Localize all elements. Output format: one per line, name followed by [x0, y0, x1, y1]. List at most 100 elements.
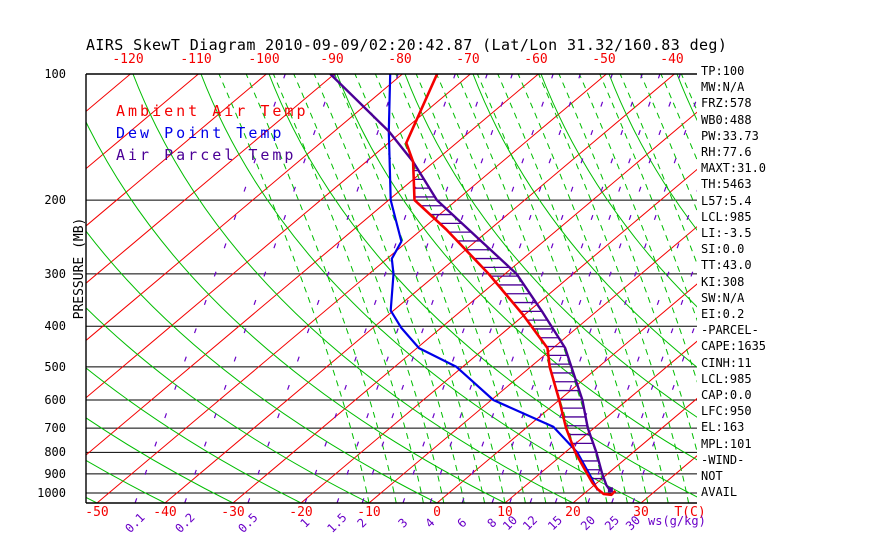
dry-adiabat-line [336, 74, 697, 461]
isotherm-line [86, 74, 539, 456]
top-temp-tick: -110 [180, 52, 212, 67]
moist-adiabat-line [660, 74, 697, 162]
stats-panel-line: MAXT:31.0 [701, 161, 767, 176]
bottom-temp-tick: -20 [289, 505, 313, 520]
bottom-temp-tick: -10 [357, 505, 381, 520]
chart-title: AIRS SkewT Diagram 2010-09-09/02:20:42.8… [86, 36, 728, 54]
dry-adiabat-line [540, 74, 697, 308]
moist-adiabat-line [743, 74, 870, 503]
dry-adiabat-line [86, 120, 506, 503]
bottom-temp-tick: -30 [221, 505, 245, 520]
moist-adiabat-line [354, 74, 506, 503]
isotherm-line [504, 340, 697, 503]
moist-adiabat-line [640, 74, 697, 212]
isotherm-line [368, 226, 697, 503]
legend-ambient-air-temp: Ambient Air Temp [116, 102, 309, 120]
moist-adiabat-line [313, 74, 465, 503]
dry-adiabat-line [86, 307, 370, 503]
top-temp-tick: -60 [524, 52, 548, 67]
top-temp-tick: -90 [320, 52, 344, 67]
moist-adiabat-line [272, 74, 424, 503]
dry-adiabat-line [200, 74, 642, 503]
stats-panel-line: WB0:488 [701, 112, 752, 127]
stats-panel-line: FRZ:578 [701, 96, 752, 111]
dew-point-temp-curve [387, 74, 599, 491]
stats-panel-line: EL:163 [701, 420, 745, 435]
pressure-tick: 400 [44, 319, 66, 334]
temp-axis-label: T(C) [674, 505, 706, 520]
bottom-temp-tick: -50 [85, 505, 109, 520]
moist-adiabat-line [456, 74, 608, 503]
stats-panel-line: SW:N/A [701, 290, 745, 305]
top-temp-tick: -70 [456, 52, 480, 67]
dry-adiabat-line [472, 74, 697, 368]
isotherm-line [86, 74, 403, 342]
stats-panel-line: PW:33.73 [701, 128, 759, 143]
stats-panel-line: KI:308 [701, 274, 745, 289]
isotherm-line [96, 74, 607, 503]
moist-adiabat-line [497, 74, 649, 503]
pressure-tick: 200 [44, 193, 66, 208]
stats-panel-line: AVAIL [701, 485, 738, 500]
moist-adiabat-line [334, 74, 486, 503]
parcel-surface-marker [607, 487, 613, 493]
dry-adiabat-line [86, 367, 302, 503]
stats-panel-line: MW:N/A [701, 80, 745, 95]
pressure-tick: 800 [44, 445, 66, 460]
top-temp-tick: -80 [388, 52, 412, 67]
stats-panel-line: LCL:985 [701, 371, 752, 386]
pressure-tick: 900 [44, 466, 66, 481]
sounding-curves [329, 74, 617, 497]
pressure-tick: 500 [44, 359, 66, 374]
stats-panel-line: NOT [701, 469, 723, 483]
pressure-tick: 700 [44, 421, 66, 436]
stats-panel-line: SI:0.0 [701, 242, 745, 257]
stats-panel-line: LI:-3.5 [701, 226, 752, 240]
dry-adiabat-line [268, 74, 697, 498]
moist-adiabat-line [218, 74, 370, 503]
stats-panel-line: -WIND- [701, 452, 745, 467]
stats-panel-line: MPL:101 [701, 436, 752, 451]
stats-panel-line: -PARCEL- [701, 323, 759, 338]
stats-panel-line: CINH:11 [701, 355, 752, 370]
moist-adiabat-line [517, 74, 669, 503]
moist-adiabat-line [599, 74, 697, 322]
pressure-tick: 600 [44, 393, 66, 408]
dry-adiabat-line [608, 74, 697, 231]
mixing-ratio-line [429, 74, 581, 503]
mixing-ratio-axis-label: ws(g/kg) [648, 514, 706, 528]
stats-panel-line: L57:5.4 [701, 193, 752, 208]
isotherm-line [300, 168, 697, 503]
dry-adiabat-line [132, 74, 574, 503]
top-temp-tick: -50 [592, 52, 616, 67]
mixing-ratio-line [491, 74, 643, 503]
moist-adiabat-line [476, 74, 628, 503]
top-temp-tick: -120 [112, 52, 144, 67]
pressure-tick: 1000 [37, 486, 66, 500]
stats-panel-line: CAPE:1635 [701, 339, 767, 354]
isotherm-line [232, 111, 697, 503]
pressure-tick: 100 [44, 67, 66, 81]
bottom-temp-tick: 0 [433, 505, 441, 520]
stats-panel-line: TP:100 [701, 64, 745, 78]
mixing-ratio-line [509, 74, 661, 503]
stats-panel-line: TT:43.0 [701, 258, 752, 273]
legend-dew-point-temp: Dew Point Temp [116, 124, 285, 142]
dry-adiabat-line [404, 74, 697, 418]
moist-adiabat-line [538, 74, 690, 503]
isotherm-line [436, 283, 697, 503]
pressure-tick: 300 [44, 266, 66, 281]
stats-panel-line: CAP:0.0 [701, 388, 752, 402]
isotherm-line [86, 74, 131, 113]
legend-air-parcel-temp: Air Parcel Temp [116, 146, 297, 164]
moist-adiabat-line [619, 74, 697, 266]
isotherm-line [86, 74, 199, 170]
stats-panel-line: LFC:950 [701, 404, 752, 419]
moist-adiabat-line [245, 74, 397, 503]
dry-adiabat-line [745, 74, 870, 503]
dry-adiabat-line [86, 417, 234, 503]
ambient-air-temp-curve [404, 74, 617, 497]
top-temp-tick: -40 [660, 52, 684, 67]
